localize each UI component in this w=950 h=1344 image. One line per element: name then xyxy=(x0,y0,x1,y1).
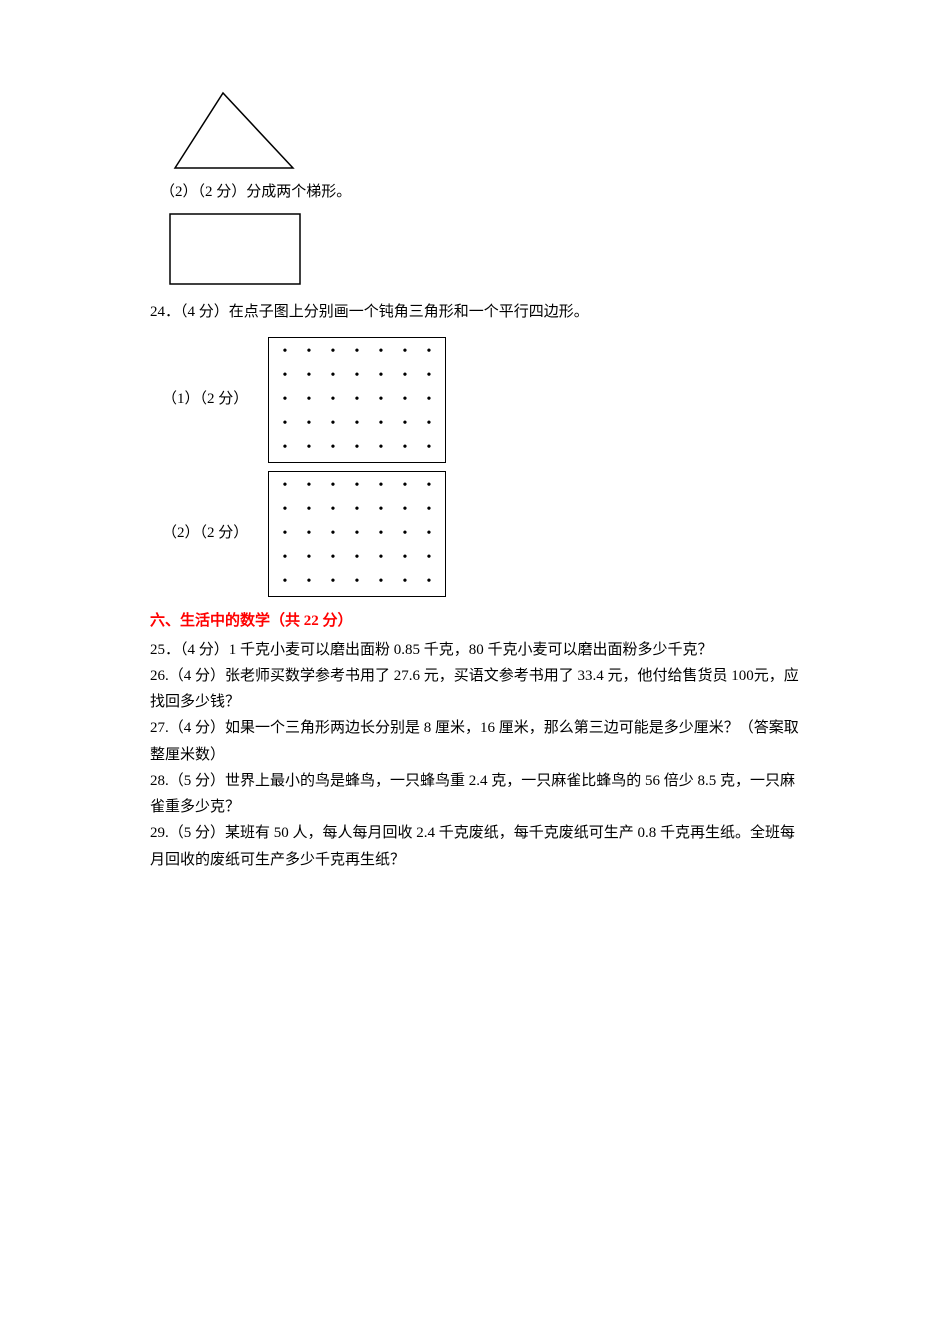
dot-cell: • xyxy=(321,364,345,388)
triangle-figure xyxy=(165,90,305,172)
dot-cell: • xyxy=(273,436,297,460)
dot-cell: • xyxy=(297,436,321,460)
section6-title: 六、生活中的数学（共 22 分） xyxy=(150,609,800,635)
q26: 26.（4 分）张老师买数学参考书用了 27.6 元，买语文参考书用了 33.4… xyxy=(150,663,800,716)
dot-cell: • xyxy=(345,522,369,546)
dot-cell: • xyxy=(321,474,345,498)
rectangle-shape xyxy=(170,214,300,284)
dot-table-2: ••••••••••••••••••••••••••••••••••• xyxy=(273,474,441,594)
dot-cell: • xyxy=(273,522,297,546)
dot-cell: • xyxy=(273,570,297,594)
dot-cell: • xyxy=(321,340,345,364)
dot-cell: • xyxy=(369,340,393,364)
q24-part1-label: （1）（2 分） xyxy=(162,387,262,413)
dot-cell: • xyxy=(369,412,393,436)
dot-grid-1: ••••••••••••••••••••••••••••••••••• xyxy=(268,337,446,463)
dot-cell: • xyxy=(273,498,297,522)
dot-cell: • xyxy=(417,498,441,522)
dot-cell: • xyxy=(321,436,345,460)
dot-cell: • xyxy=(345,546,369,570)
dot-cell: • xyxy=(417,570,441,594)
dot-cell: • xyxy=(417,436,441,460)
dot-cell: • xyxy=(297,570,321,594)
dot-cell: • xyxy=(369,498,393,522)
dot-cell: • xyxy=(393,388,417,412)
dot-cell: • xyxy=(297,340,321,364)
dot-cell: • xyxy=(393,436,417,460)
dot-cell: • xyxy=(345,474,369,498)
q24-part2-row: （2）（2 分） •••••••••••••••••••••••••••••••… xyxy=(162,471,800,597)
dot-cell: • xyxy=(369,474,393,498)
q25: 25．（4 分）1 千克小麦可以磨出面粉 0.85 千克，80 千克小麦可以磨出… xyxy=(150,637,800,663)
dot-cell: • xyxy=(273,340,297,364)
dot-cell: • xyxy=(393,546,417,570)
dot-cell: • xyxy=(369,436,393,460)
dot-cell: • xyxy=(345,570,369,594)
dot-cell: • xyxy=(321,570,345,594)
rectangle-figure xyxy=(168,212,306,288)
dot-table-1: ••••••••••••••••••••••••••••••••••• xyxy=(273,340,441,460)
dot-cell: • xyxy=(393,364,417,388)
dot-cell: • xyxy=(417,546,441,570)
dot-cell: • xyxy=(321,388,345,412)
dot-cell: • xyxy=(321,498,345,522)
dot-cell: • xyxy=(393,412,417,436)
dot-cell: • xyxy=(321,522,345,546)
dot-cell: • xyxy=(369,388,393,412)
dot-cell: • xyxy=(273,364,297,388)
dot-cell: • xyxy=(297,522,321,546)
dot-cell: • xyxy=(345,412,369,436)
dot-cell: • xyxy=(345,388,369,412)
dot-cell: • xyxy=(273,474,297,498)
dot-cell: • xyxy=(393,522,417,546)
q24-prompt: 24．（4 分）在点子图上分别画一个钝角三角形和一个平行四边形。 xyxy=(150,300,800,326)
dot-grid-2: ••••••••••••••••••••••••••••••••••• xyxy=(268,471,446,597)
dot-cell: • xyxy=(345,364,369,388)
dot-cell: • xyxy=(417,340,441,364)
dot-cell: • xyxy=(369,570,393,594)
dot-cell: • xyxy=(417,522,441,546)
dot-cell: • xyxy=(369,364,393,388)
q24-part2-label: （2）（2 分） xyxy=(162,521,262,547)
dot-cell: • xyxy=(273,412,297,436)
q23-part2-label: （2）（2 分）分成两个梯形。 xyxy=(160,180,800,206)
dot-cell: • xyxy=(417,364,441,388)
dot-cell: • xyxy=(345,436,369,460)
dot-cell: • xyxy=(297,474,321,498)
dot-cell: • xyxy=(297,388,321,412)
dot-cell: • xyxy=(393,340,417,364)
dot-cell: • xyxy=(297,412,321,436)
dot-cell: • xyxy=(273,546,297,570)
q27: 27.（4 分）如果一个三角形两边长分别是 8 厘米，16 厘米，那么第三边可能… xyxy=(150,715,800,768)
dot-cell: • xyxy=(417,474,441,498)
dot-cell: • xyxy=(417,388,441,412)
dot-cell: • xyxy=(393,570,417,594)
dot-cell: • xyxy=(321,546,345,570)
dot-cell: • xyxy=(297,364,321,388)
dot-cell: • xyxy=(297,498,321,522)
dot-cell: • xyxy=(297,546,321,570)
dot-cell: • xyxy=(345,340,369,364)
q24-part1-row: （1）（2 分） •••••••••••••••••••••••••••••••… xyxy=(162,337,800,463)
dot-cell: • xyxy=(393,474,417,498)
triangle-shape xyxy=(175,93,293,168)
dot-cell: • xyxy=(369,522,393,546)
dot-cell: • xyxy=(393,498,417,522)
q29: 29.（5 分）某班有 50 人，每人每月回收 2.4 千克废纸，每千克废纸可生… xyxy=(150,820,800,873)
dot-cell: • xyxy=(417,412,441,436)
dot-cell: • xyxy=(369,546,393,570)
dot-cell: • xyxy=(321,412,345,436)
dot-cell: • xyxy=(273,388,297,412)
dot-cell: • xyxy=(345,498,369,522)
q28: 28.（5 分）世界上最小的鸟是蜂鸟，一只蜂鸟重 2.4 克，一只麻雀比蜂鸟的 … xyxy=(150,768,800,821)
